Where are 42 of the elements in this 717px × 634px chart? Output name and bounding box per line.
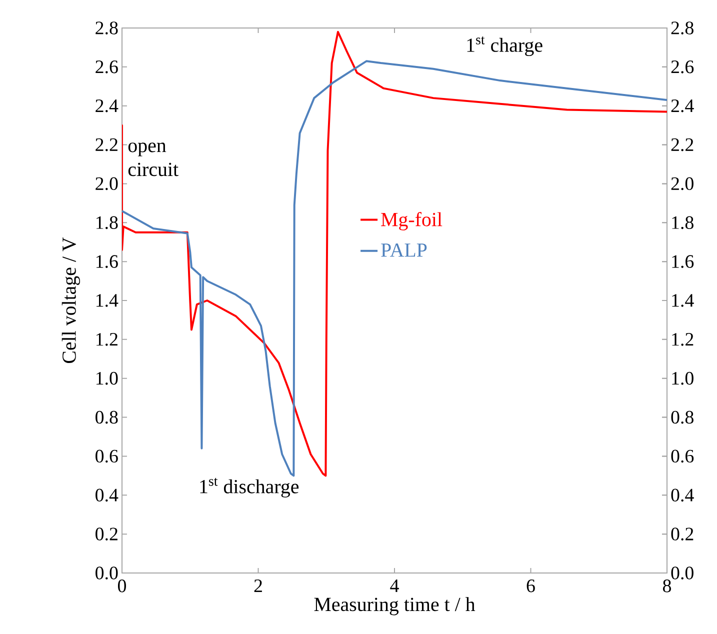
y2-tick-label: 2.2 <box>671 138 694 152</box>
y2-tick-label: 2.8 <box>671 22 694 34</box>
y2-tick-label: 1.4 <box>672 294 694 307</box>
y2-tick-label: 2.4 <box>671 99 694 112</box>
y-tick-label: 1.2 <box>96 333 118 346</box>
y-tick-label: 2.0 <box>96 177 118 190</box>
x-tick-label: 8 <box>662 580 671 592</box>
y-tick-label: 0.8 <box>96 410 118 424</box>
y-tick-label: 1.0 <box>96 372 118 385</box>
y2-tick-label: 0.8 <box>671 410 694 424</box>
y2-tick-label: 0.6 <box>671 450 694 463</box>
y-tick-label: 0.0 <box>96 566 118 580</box>
y-tick-label: 1.6 <box>96 255 118 268</box>
x-tick-label: 6 <box>526 580 535 592</box>
y-tick-label: 0.4 <box>96 488 118 502</box>
y2-tick-label: 1.6 <box>672 255 694 268</box>
y-tick-label: 0.2 <box>96 528 118 540</box>
y-tick-label: 1.4 <box>96 294 118 307</box>
y2-tick-label: 1.8 <box>672 216 694 230</box>
annotation: 1$^{st}$ charge <box>467 36 542 56</box>
y2-tick-label: 0.2 <box>671 528 694 540</box>
x-tick-label: 4 <box>390 580 399 592</box>
y2-tick-label: 2.0 <box>671 177 694 190</box>
y-tick-label: 2.6 <box>96 60 118 74</box>
y2-tick-label: 0.0 <box>671 566 694 580</box>
x-tick-label: 0 <box>118 580 126 592</box>
y-tick-label: 2.4 <box>96 99 118 112</box>
annotation: open circuit <box>128 142 178 176</box>
y-tick-label: 1.8 <box>96 216 118 230</box>
y2-tick-label: 0.4 <box>671 488 694 502</box>
x-tick-label: 2 <box>254 580 262 592</box>
y-tick-label: 2.2 <box>96 138 118 152</box>
legend-label: Mg-foil <box>381 212 442 230</box>
annotation: 1$^{st}$ discharge <box>200 478 299 498</box>
legend-label: PALP <box>381 244 427 257</box>
y2-tick-label: 1.2 <box>672 333 694 346</box>
y2-tick-label: 1.0 <box>672 372 694 385</box>
x-axis-title: Measuring time t / h <box>314 597 476 616</box>
y-tick-label: 0.6 <box>96 450 118 463</box>
y-axis-title: Cell voltage / V <box>62 237 80 364</box>
y-tick-label: 2.8 <box>96 22 118 34</box>
y2-tick-label: 2.6 <box>671 60 694 74</box>
